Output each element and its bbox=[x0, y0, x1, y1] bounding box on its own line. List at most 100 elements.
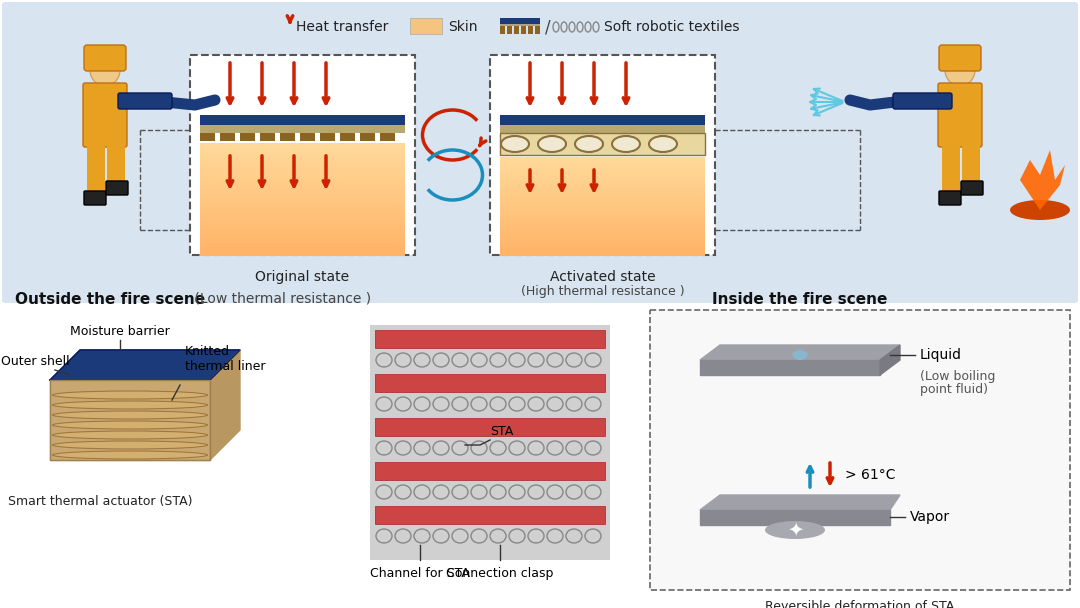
Bar bbox=[200, 181, 405, 185]
Bar bbox=[200, 207, 405, 211]
Bar bbox=[300, 133, 315, 141]
Bar bbox=[260, 133, 275, 141]
Bar bbox=[200, 240, 405, 245]
FancyBboxPatch shape bbox=[106, 181, 129, 195]
Bar bbox=[200, 133, 215, 141]
Bar bbox=[200, 169, 405, 174]
Bar bbox=[320, 133, 335, 141]
Bar bbox=[200, 199, 405, 204]
Text: (Low boiling: (Low boiling bbox=[920, 370, 996, 383]
Bar bbox=[375, 418, 605, 436]
Polygon shape bbox=[50, 380, 210, 460]
FancyBboxPatch shape bbox=[2, 2, 1078, 303]
Bar bbox=[200, 125, 405, 133]
Bar bbox=[500, 199, 705, 204]
Bar bbox=[500, 239, 705, 243]
Bar bbox=[200, 150, 405, 155]
Bar bbox=[528, 26, 534, 34]
Ellipse shape bbox=[538, 136, 566, 152]
Ellipse shape bbox=[575, 136, 603, 152]
Text: point fluid): point fluid) bbox=[920, 383, 988, 396]
FancyBboxPatch shape bbox=[893, 93, 951, 109]
Bar bbox=[380, 133, 395, 141]
Bar bbox=[500, 226, 705, 230]
Bar bbox=[500, 193, 705, 197]
Ellipse shape bbox=[612, 136, 640, 152]
FancyBboxPatch shape bbox=[190, 55, 415, 255]
Bar bbox=[375, 462, 605, 480]
Bar bbox=[500, 180, 705, 184]
Bar bbox=[500, 164, 705, 168]
Text: > 61°C: > 61°C bbox=[845, 468, 895, 482]
Ellipse shape bbox=[1010, 200, 1070, 220]
Bar bbox=[500, 242, 705, 246]
Bar bbox=[200, 184, 405, 189]
Ellipse shape bbox=[945, 54, 975, 86]
Bar bbox=[962, 142, 980, 187]
Ellipse shape bbox=[53, 411, 207, 419]
Bar bbox=[375, 506, 605, 524]
Bar bbox=[500, 190, 705, 194]
Text: STA: STA bbox=[490, 425, 513, 438]
FancyBboxPatch shape bbox=[84, 191, 106, 205]
FancyBboxPatch shape bbox=[83, 83, 127, 147]
Bar bbox=[500, 213, 705, 217]
Bar bbox=[500, 206, 705, 210]
Bar bbox=[200, 195, 405, 200]
FancyBboxPatch shape bbox=[939, 191, 961, 205]
Bar bbox=[500, 232, 705, 237]
Ellipse shape bbox=[53, 441, 207, 449]
Bar bbox=[200, 115, 405, 125]
Text: Reversible deformation of STA: Reversible deformation of STA bbox=[766, 600, 955, 608]
Bar bbox=[500, 161, 705, 165]
Text: (High thermal resistance ): (High thermal resistance ) bbox=[521, 285, 685, 298]
FancyBboxPatch shape bbox=[939, 83, 982, 147]
Bar bbox=[280, 133, 295, 141]
Text: Knitted
thermal liner: Knitted thermal liner bbox=[185, 345, 266, 373]
FancyBboxPatch shape bbox=[650, 310, 1070, 590]
Bar bbox=[200, 154, 405, 159]
FancyBboxPatch shape bbox=[939, 45, 981, 71]
Bar bbox=[500, 202, 705, 207]
Bar bbox=[500, 235, 705, 240]
Bar bbox=[500, 245, 705, 249]
Bar bbox=[500, 173, 705, 178]
Ellipse shape bbox=[53, 431, 207, 439]
Bar bbox=[107, 142, 125, 187]
Polygon shape bbox=[880, 345, 900, 375]
Text: Activated state: Activated state bbox=[550, 270, 656, 284]
Polygon shape bbox=[700, 345, 900, 360]
Bar bbox=[521, 26, 526, 34]
FancyBboxPatch shape bbox=[118, 93, 172, 109]
Bar bbox=[507, 26, 512, 34]
Bar bbox=[200, 237, 405, 241]
Bar bbox=[500, 26, 505, 34]
Bar bbox=[200, 210, 405, 215]
FancyBboxPatch shape bbox=[961, 181, 983, 195]
Bar bbox=[500, 183, 705, 187]
Bar bbox=[514, 26, 519, 34]
Text: Outer shell: Outer shell bbox=[1, 355, 69, 368]
Bar bbox=[500, 176, 705, 181]
Bar bbox=[535, 26, 540, 34]
Text: Moisture barrier: Moisture barrier bbox=[70, 325, 170, 338]
Ellipse shape bbox=[649, 136, 677, 152]
Text: Outside the fire scene: Outside the fire scene bbox=[15, 292, 205, 307]
PathPatch shape bbox=[1020, 150, 1065, 210]
Bar bbox=[500, 196, 705, 201]
Text: Liquid: Liquid bbox=[920, 348, 962, 362]
Bar bbox=[500, 167, 705, 171]
Bar bbox=[500, 223, 705, 227]
Bar bbox=[200, 221, 405, 226]
Bar bbox=[500, 18, 540, 24]
Ellipse shape bbox=[53, 391, 207, 399]
FancyBboxPatch shape bbox=[84, 45, 126, 71]
Bar bbox=[200, 173, 405, 178]
Polygon shape bbox=[50, 350, 240, 380]
Bar bbox=[500, 209, 705, 213]
Text: Original state: Original state bbox=[256, 270, 350, 284]
Polygon shape bbox=[700, 510, 890, 525]
Text: ✦: ✦ bbox=[787, 520, 804, 539]
Bar bbox=[200, 229, 405, 233]
Bar bbox=[87, 142, 105, 197]
